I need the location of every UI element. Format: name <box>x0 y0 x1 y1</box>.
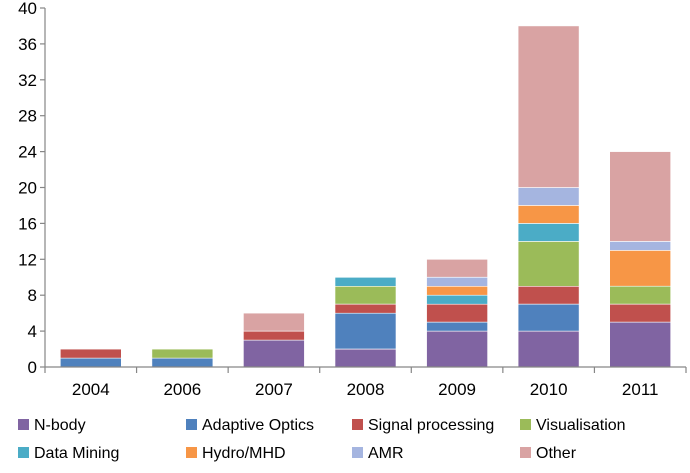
x-tick-label: 2008 <box>347 380 385 399</box>
bar-segment-2008-n-body <box>334 348 397 368</box>
x-tick-label: 2010 <box>530 380 568 399</box>
bar-segment-2011-hydro-mhd <box>609 250 672 287</box>
legend-swatch-hydro-mhd <box>186 447 197 458</box>
x-tick-label: 2007 <box>255 380 293 399</box>
bar-segment-2004-adaptive-optics <box>59 357 122 368</box>
x-tick-label: 2006 <box>163 380 201 399</box>
y-tick-label: 16 <box>18 214 37 233</box>
y-tick-label: 36 <box>18 35 37 54</box>
legend-label-amr: AMR <box>368 445 404 462</box>
x-tick-label: 2004 <box>72 380 110 399</box>
legend-label-n-body: N-body <box>34 417 86 434</box>
bar-segment-2011-n-body <box>609 321 672 368</box>
bar-segment-2009-signal-processing <box>426 303 488 323</box>
bar-segment-2011-other <box>609 151 672 242</box>
bar-segment-2008-adaptive-optics <box>334 312 397 350</box>
x-tick-label: 2011 <box>622 380 659 399</box>
legend-label-data-mining: Data Mining <box>34 445 119 462</box>
y-tick-label: 20 <box>18 179 37 198</box>
y-tick-label: 0 <box>28 358 37 377</box>
bar-segment-2004-signal-processing <box>59 348 122 359</box>
bar-segment-2010-adaptive-optics <box>517 303 580 332</box>
legend-label-hydro-mhd: Hydro/MHD <box>202 445 286 462</box>
y-tick-label: 40 <box>18 0 37 18</box>
legend-swatch-n-body <box>18 419 29 430</box>
bar-segment-2006-adaptive-optics <box>151 357 214 368</box>
axes-group: 0 4 8 12 16 20 24 28 32 36 40 2004 2006 2007 2008 2009 2… <box>18 0 687 399</box>
x-tick-label: 2009 <box>438 380 476 399</box>
bar-segment-2010-signal-processing <box>517 285 580 305</box>
y-tick-label: 28 <box>18 107 37 126</box>
bar-segment-2009-n-body <box>426 330 488 368</box>
legend-swatch-visualisation <box>520 419 531 430</box>
legend-swatch-signal-processing <box>352 419 363 430</box>
legend-swatch-amr <box>352 447 363 458</box>
bar-segment-2010-visualisation <box>517 241 580 287</box>
bar-segment-2009-amr <box>426 276 488 287</box>
bar-segment-2010-n-body <box>517 330 580 368</box>
legend-swatch-data-mining <box>18 447 29 458</box>
bar-segment-2007-other <box>243 312 305 332</box>
y-tick-label: 12 <box>18 250 37 269</box>
y-tick-label: 4 <box>28 322 37 341</box>
bar-segment-2009-other <box>426 258 488 278</box>
bar-segment-2007-n-body <box>243 339 305 368</box>
y-tick-label: 24 <box>18 143 37 162</box>
legend-label-adaptive-optics: Adaptive Optics <box>202 417 314 434</box>
bar-segment-2008-data-mining <box>334 276 397 287</box>
bar-segment-2011-signal-processing <box>609 303 672 323</box>
bar-segment-2007-signal-processing <box>243 330 305 341</box>
legend-swatch-other <box>520 447 531 458</box>
bar-segment-2006-visualisation <box>151 348 214 359</box>
legend-label-signal-processing: Signal processing <box>368 417 494 434</box>
bar-segment-2008-signal-processing <box>334 303 397 314</box>
y-tick-label: 8 <box>28 286 37 305</box>
bar-segment-2010-data-mining <box>517 223 580 242</box>
bar-segment-2008-visualisation <box>334 285 397 305</box>
legend-label-other: Other <box>536 445 577 462</box>
bar-segment-2009-hydro-mhd <box>426 285 488 296</box>
y-tick-label: 32 <box>18 71 37 90</box>
bar-segment-2009-adaptive-optics <box>426 321 488 332</box>
bar-segment-2009-data-mining <box>426 294 488 305</box>
legend-swatch-adaptive-optics <box>186 419 197 430</box>
bar-segment-2011-amr <box>609 241 672 251</box>
bars-group <box>59 25 672 368</box>
legend-label-visualisation: Visualisation <box>536 417 626 434</box>
bar-segment-2010-hydro-mhd <box>517 205 580 224</box>
legend: N-body Adaptive Optics Signal processing Vi… <box>18 417 626 462</box>
bar-segment-2011-visualisation <box>609 285 672 305</box>
bar-segment-2010-amr <box>517 187 580 206</box>
bar-segment-2010-other <box>517 25 580 188</box>
